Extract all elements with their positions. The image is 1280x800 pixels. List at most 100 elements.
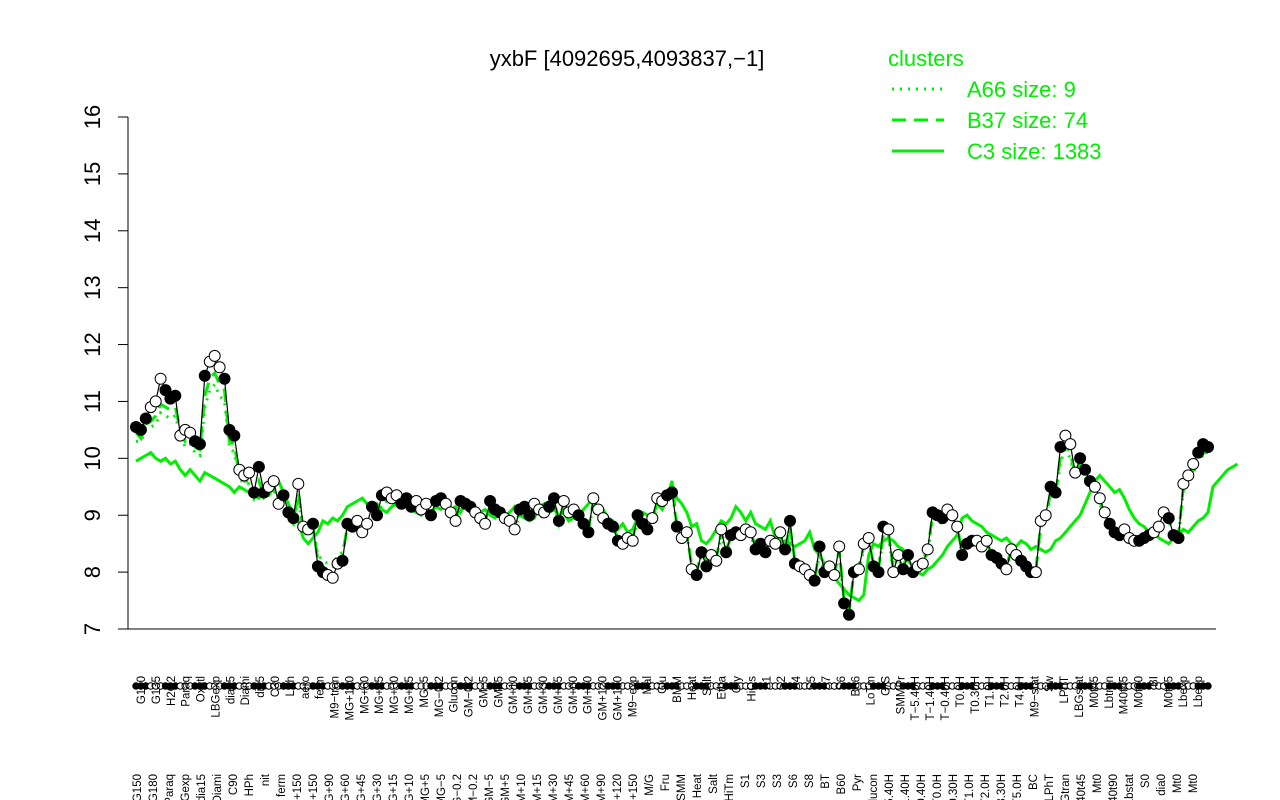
observed-point [198, 369, 211, 382]
x-tick-label-lower: G180 [148, 774, 160, 800]
x-tick-label-lower: dia15 [196, 774, 208, 800]
x-tick-label-upper: Gly [732, 676, 744, 694]
observed-point [371, 509, 383, 522]
observed-point [769, 537, 782, 550]
x-tick-label-upper: Etha [717, 675, 729, 699]
x-tick-label-upper: MG+60 [359, 676, 371, 714]
x-tick-label-upper: GM−5 [478, 676, 490, 708]
observed-point [1098, 506, 1111, 519]
observed-point [169, 389, 182, 402]
legend-label: B37 size: 74 [967, 108, 1088, 133]
x-tick-label-lower: Salt [708, 773, 720, 794]
observed-point [154, 372, 167, 385]
x-tick-label-lower: S3 [772, 774, 784, 788]
x-tick-label-upper: GM+150 [612, 676, 624, 720]
y-tick-label: 14 [80, 219, 105, 243]
observed-point [1088, 480, 1101, 493]
observed-point [508, 523, 521, 536]
observed-point [552, 514, 565, 527]
observed-point [666, 486, 678, 499]
x-tick-label-upper: T−0.40H [940, 676, 952, 720]
x-tick-label-lower: MG+150 [308, 774, 320, 800]
x-tick-label-lower: MG+10 [404, 774, 416, 800]
x-tick-label-lower: Lbstat [1124, 773, 1136, 800]
x-tick-label-lower: BT [820, 774, 832, 789]
x-tick-label-upper: M9−tran [330, 676, 342, 719]
x-tick-label-lower: HiTm [724, 774, 736, 800]
x-tick-label-lower: B60 [836, 774, 848, 794]
x-tick-label-lower: T5.0H [1012, 774, 1024, 800]
x-tick-label-upper: T−1.40H [925, 676, 937, 720]
x-rug [132, 682, 1212, 690]
y-tick-label: 8 [80, 566, 105, 578]
x-tick-label-upper: S5 [806, 676, 818, 690]
x-tick-label-upper: LBGstat [1074, 675, 1086, 717]
x-tick-label-lower: Glucon [868, 774, 880, 800]
x-tick-label-upper: S4 [791, 675, 803, 690]
observed-point [213, 361, 226, 374]
x-tick-label-upper: GM+120 [598, 676, 610, 720]
x-tick-label-upper: S7 [821, 676, 833, 690]
legend-label: A66 size: 9 [967, 77, 1076, 102]
observed-point [1039, 509, 1052, 522]
observed-point [425, 509, 437, 522]
x-tick-label-lower: MG+30 [372, 774, 384, 800]
observed-point [720, 546, 733, 559]
x-tick-label-lower: G150 [132, 774, 144, 800]
y-tick-label: 11 [80, 390, 105, 413]
observed-point [1202, 441, 1214, 453]
observed-point [557, 495, 570, 507]
x-tick-label-lower: T−0.40H [916, 774, 928, 800]
x-tick-label-lower: S8 [804, 774, 816, 788]
y-tick-label: 12 [80, 332, 105, 356]
observed-point [193, 438, 206, 451]
observed-point [626, 534, 639, 547]
observed-point [695, 546, 708, 559]
x-tick-label-upper: MG−5 [419, 676, 431, 708]
observed-point [1054, 441, 1067, 453]
observed-point [351, 514, 364, 527]
x-tick-label-lower: GM+30 [548, 774, 560, 800]
x-tick-label-upper: HiOs [746, 676, 758, 702]
observed-point [744, 526, 757, 539]
x-tick-label-lower: M40t45 [1076, 774, 1088, 800]
observed-point [449, 514, 462, 527]
observed-point [149, 395, 162, 408]
x-tick-label-lower: Heat [692, 773, 704, 798]
observed-point [479, 517, 492, 530]
observed-point [1182, 469, 1195, 482]
observed-point [292, 477, 305, 490]
x-tick-label-upper: T−5.40H [910, 676, 922, 720]
x-tick-label-lower: Diami [212, 774, 224, 800]
observed-point [774, 526, 787, 539]
x-tick-label-upper: MG+45 [374, 676, 386, 714]
observed-point [1162, 512, 1175, 525]
x-tick-label-upper: M0t45 [1089, 676, 1101, 708]
x-tick-label-lower: C90 [228, 774, 240, 795]
legend-title: clusters [888, 46, 964, 71]
observed-point [670, 520, 683, 533]
chart-title: yxbF [4092695,4093837,−1] [490, 46, 765, 71]
x-tick-label-upper: Glu [657, 676, 669, 694]
x-tick-label-upper: G/S [880, 676, 892, 696]
x-tick-label-upper: Paraq [181, 676, 193, 707]
observed-point [248, 486, 260, 499]
observed-point [607, 520, 619, 533]
x-tick-label-lower: M40t90 [1108, 774, 1120, 800]
observed-point [134, 423, 147, 436]
x-tick-label-upper: Mal [642, 676, 654, 695]
x-tick-label-lower: Fru [660, 774, 672, 791]
observed-point [420, 497, 433, 510]
x-tick-label-lower: dia0 [1156, 774, 1168, 796]
observed-point [641, 523, 654, 536]
x-tick-label-upper: ferm [315, 676, 327, 699]
x-tick-label-upper: BMM [672, 676, 684, 703]
x-tick-label-lower: T2.0H [980, 774, 992, 800]
y-tick-label: 7 [80, 623, 105, 635]
x-tick-label-lower: GM+90 [596, 774, 608, 800]
observed-point [1069, 466, 1082, 479]
x-tick-label-upper: Oxctl [196, 676, 208, 702]
x-tick-label-upper: Heat [687, 675, 699, 700]
x-tick-label-upper: M0t45 [1163, 676, 1175, 708]
legend-label: C3 size: 1383 [967, 139, 1102, 164]
